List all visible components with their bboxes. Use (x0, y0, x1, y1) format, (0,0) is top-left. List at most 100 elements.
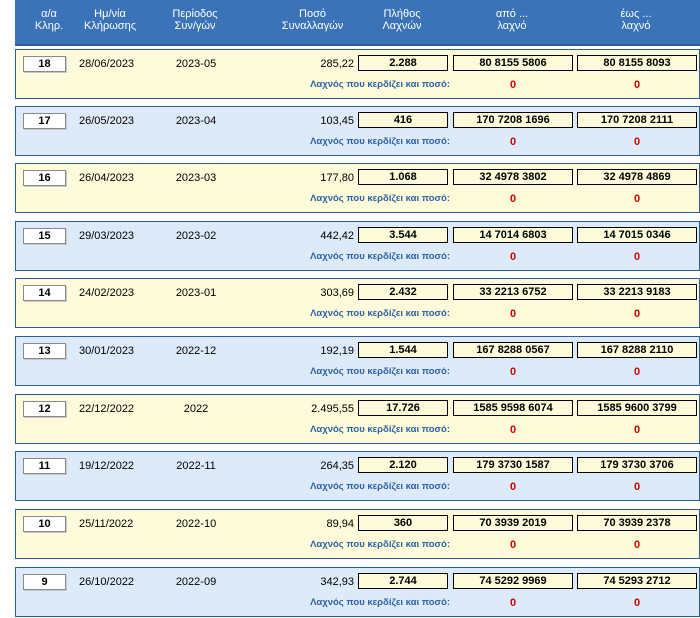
ticket-count: 2.432 (358, 284, 448, 300)
winning-ticket-label: Λαχνός που κερδίζει και ποσό: (310, 308, 450, 319)
to-ticket: 70 3939 2378 (577, 515, 697, 531)
transaction-amount: 442,42 (320, 230, 354, 242)
draw-number-field[interactable]: 16 (23, 170, 66, 186)
to-ticket: 32 4978 4869 (577, 169, 697, 185)
transaction-period: 2023-05 (175, 58, 217, 70)
to-ticket: 170 7208 2111 (577, 112, 697, 128)
header-ticket-count: Πλήθος Λαχνών (357, 8, 447, 32)
from-ticket: 170 7208 1696 (453, 112, 573, 128)
winning-ticket-label: Λαχνός που κερδίζει και ποσό: (310, 424, 450, 435)
ticket-count: 17.726 (358, 400, 448, 416)
to-ticket: 33 2213 9183 (577, 284, 697, 300)
to-ticket: 14 7015 0346 (577, 227, 697, 243)
header-from-ticket: από ... λαχνό (452, 8, 572, 32)
draw-date: 25/11/2022 (79, 518, 134, 530)
transaction-period: 2022-11 (176, 460, 216, 472)
winning-ticket-value: 0 (509, 481, 517, 493)
ticket-count: 1.068 (358, 169, 448, 185)
transaction-amount: 303,69 (320, 287, 354, 299)
draw-date: 30/01/2023 (79, 345, 135, 357)
transaction-period: 2023-01 (175, 287, 217, 299)
transaction-period: 2022-10 (175, 518, 217, 530)
draw-date: 24/02/2023 (79, 287, 135, 299)
winning-amount-value: 0 (633, 424, 641, 436)
draw-date: 26/04/2023 (79, 172, 135, 184)
to-ticket: 80 8155 8093 (577, 55, 697, 71)
winning-ticket-value: 0 (509, 251, 517, 263)
header-amount: Ποσό Συναλλαγών (270, 8, 355, 32)
winning-amount-value: 0 (633, 597, 641, 609)
transaction-period: 2022-09 (175, 576, 217, 588)
winning-amount-value: 0 (633, 136, 641, 148)
winning-ticket-label: Λαχνός που κερδίζει και ποσό: (310, 251, 450, 262)
ticket-count: 2.288 (358, 55, 448, 71)
draw-row: 13 30/01/2023 2022-12 192,19 1.544 167 8288 0… (15, 336, 700, 386)
winning-amount-value: 0 (633, 251, 641, 263)
from-ticket: 14 7014 6803 (453, 227, 573, 243)
to-ticket: 179 3730 3706 (577, 457, 697, 473)
ticket-count: 1.544 (358, 342, 448, 358)
header-amount-line2: Συναλλαγών (281, 20, 344, 32)
winning-ticket-value: 0 (509, 539, 517, 551)
winning-ticket-value: 0 (509, 136, 517, 148)
header-ticket-count-line1: Πλήθος (383, 8, 421, 20)
from-ticket: 74 5292 9969 (453, 573, 573, 589)
header-to-ticket-line2: λαχνό (621, 20, 651, 32)
draw-number-field[interactable]: 18 (23, 56, 66, 72)
draw-date: 26/10/2022 (79, 576, 135, 588)
draw-row: 10 25/11/2022 2022-10 89,94 360 70 3939 2019 7… (15, 509, 700, 559)
ticket-count: 360 (358, 515, 448, 531)
winning-ticket-label: Λαχνός που κερδίζει και ποσό: (310, 193, 450, 204)
transaction-period: 2023-02 (175, 230, 217, 242)
draw-row: 12 22/12/2022 2022 2.495,55 17.726 1585 9598 … (15, 394, 700, 444)
winning-ticket-value: 0 (509, 424, 517, 436)
draw-number-field[interactable]: 14 (23, 285, 66, 301)
winning-amount-value: 0 (633, 481, 641, 493)
winning-ticket-value: 0 (509, 308, 517, 320)
draw-number-field[interactable]: 15 (23, 228, 66, 244)
header-ticket-count-line2: Λαχνών (382, 20, 422, 32)
to-ticket: 167 8288 2110 (577, 342, 697, 358)
draw-row: 18 28/06/2023 2023-05 285,22 2.288 80 8155 58… (15, 49, 700, 99)
transaction-period: 2022 (183, 403, 209, 415)
header-to-ticket: έως ... λαχνό (576, 8, 696, 32)
winning-ticket-label: Λαχνός που κερδίζει και ποσό: (310, 597, 450, 608)
transaction-period: 2022-12 (175, 345, 217, 357)
from-ticket: 1585 9598 6074 (453, 400, 573, 416)
from-ticket: 33 2213 6752 (453, 284, 573, 300)
draw-date: 22/12/2022 (79, 403, 135, 415)
transaction-period: 2023-04 (175, 115, 217, 127)
draw-date: 19/12/2022 (79, 460, 135, 472)
draw-row: 11 19/12/2022 2022-11 264,35 2.120 179 3730 1… (15, 451, 700, 501)
winning-amount-value: 0 (633, 308, 641, 320)
draw-number-field[interactable]: 9 (23, 574, 66, 590)
transaction-amount: 264,35 (320, 460, 354, 472)
ticket-count: 416 (358, 112, 448, 128)
draw-number-field[interactable]: 13 (23, 343, 66, 359)
header-to-ticket-line1: έως ... (620, 8, 652, 20)
transaction-period: 2023-03 (175, 172, 217, 184)
draw-row: 9 26/10/2022 2022-09 342,93 2.744 74 5292 996… (15, 567, 700, 617)
from-ticket: 179 3730 1587 (453, 457, 573, 473)
header-period-line1: Περίοδος (172, 8, 218, 20)
draw-number-field[interactable]: 17 (23, 113, 66, 129)
header-period: Περίοδος Συν/γών (155, 8, 235, 32)
winning-amount-value: 0 (633, 539, 641, 551)
header-draw-number-line1: α/α (41, 8, 57, 20)
draw-number-field[interactable]: 11 (23, 458, 66, 474)
draw-row: 17 26/05/2023 2023-04 103,45 416 170 7208 169… (15, 106, 700, 156)
ticket-count: 3.544 (358, 227, 448, 243)
draw-number-field[interactable]: 10 (23, 516, 66, 532)
draw-row: 14 24/02/2023 2023-01 303,69 2.432 33 2213 67… (15, 278, 700, 328)
draw-date: 28/06/2023 (79, 58, 135, 70)
draw-row: 15 29/03/2023 2023-02 442,42 3.544 14 7014 68… (15, 221, 700, 271)
to-ticket: 1585 9600 3799 (577, 400, 697, 416)
winning-amount-value: 0 (633, 79, 641, 91)
draw-number-field[interactable]: 12 (23, 401, 66, 417)
transaction-amount: 177,80 (320, 172, 354, 184)
table-header: α/α Κληρ. Ημ/νία Κλήρωσης Περίοδος Συν/γ… (15, 0, 700, 46)
ticket-count: 2.120 (358, 457, 448, 473)
header-amount-line1: Ποσό (299, 8, 326, 20)
transaction-amount: 89,94 (326, 518, 354, 530)
winning-ticket-value: 0 (509, 193, 517, 205)
